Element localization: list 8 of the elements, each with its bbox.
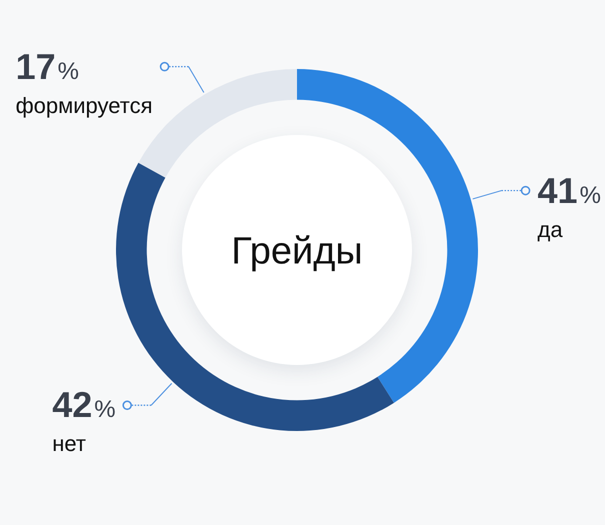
slice-label: формируется	[16, 92, 153, 119]
slice-label: нет	[52, 431, 87, 458]
donut-slice	[116, 162, 394, 431]
data-label: 42%	[52, 384, 116, 426]
slice-label: да	[538, 216, 564, 243]
data-label: 41%	[538, 170, 601, 211]
data-label: 17%	[16, 46, 79, 87]
text: Грейды	[231, 230, 363, 272]
